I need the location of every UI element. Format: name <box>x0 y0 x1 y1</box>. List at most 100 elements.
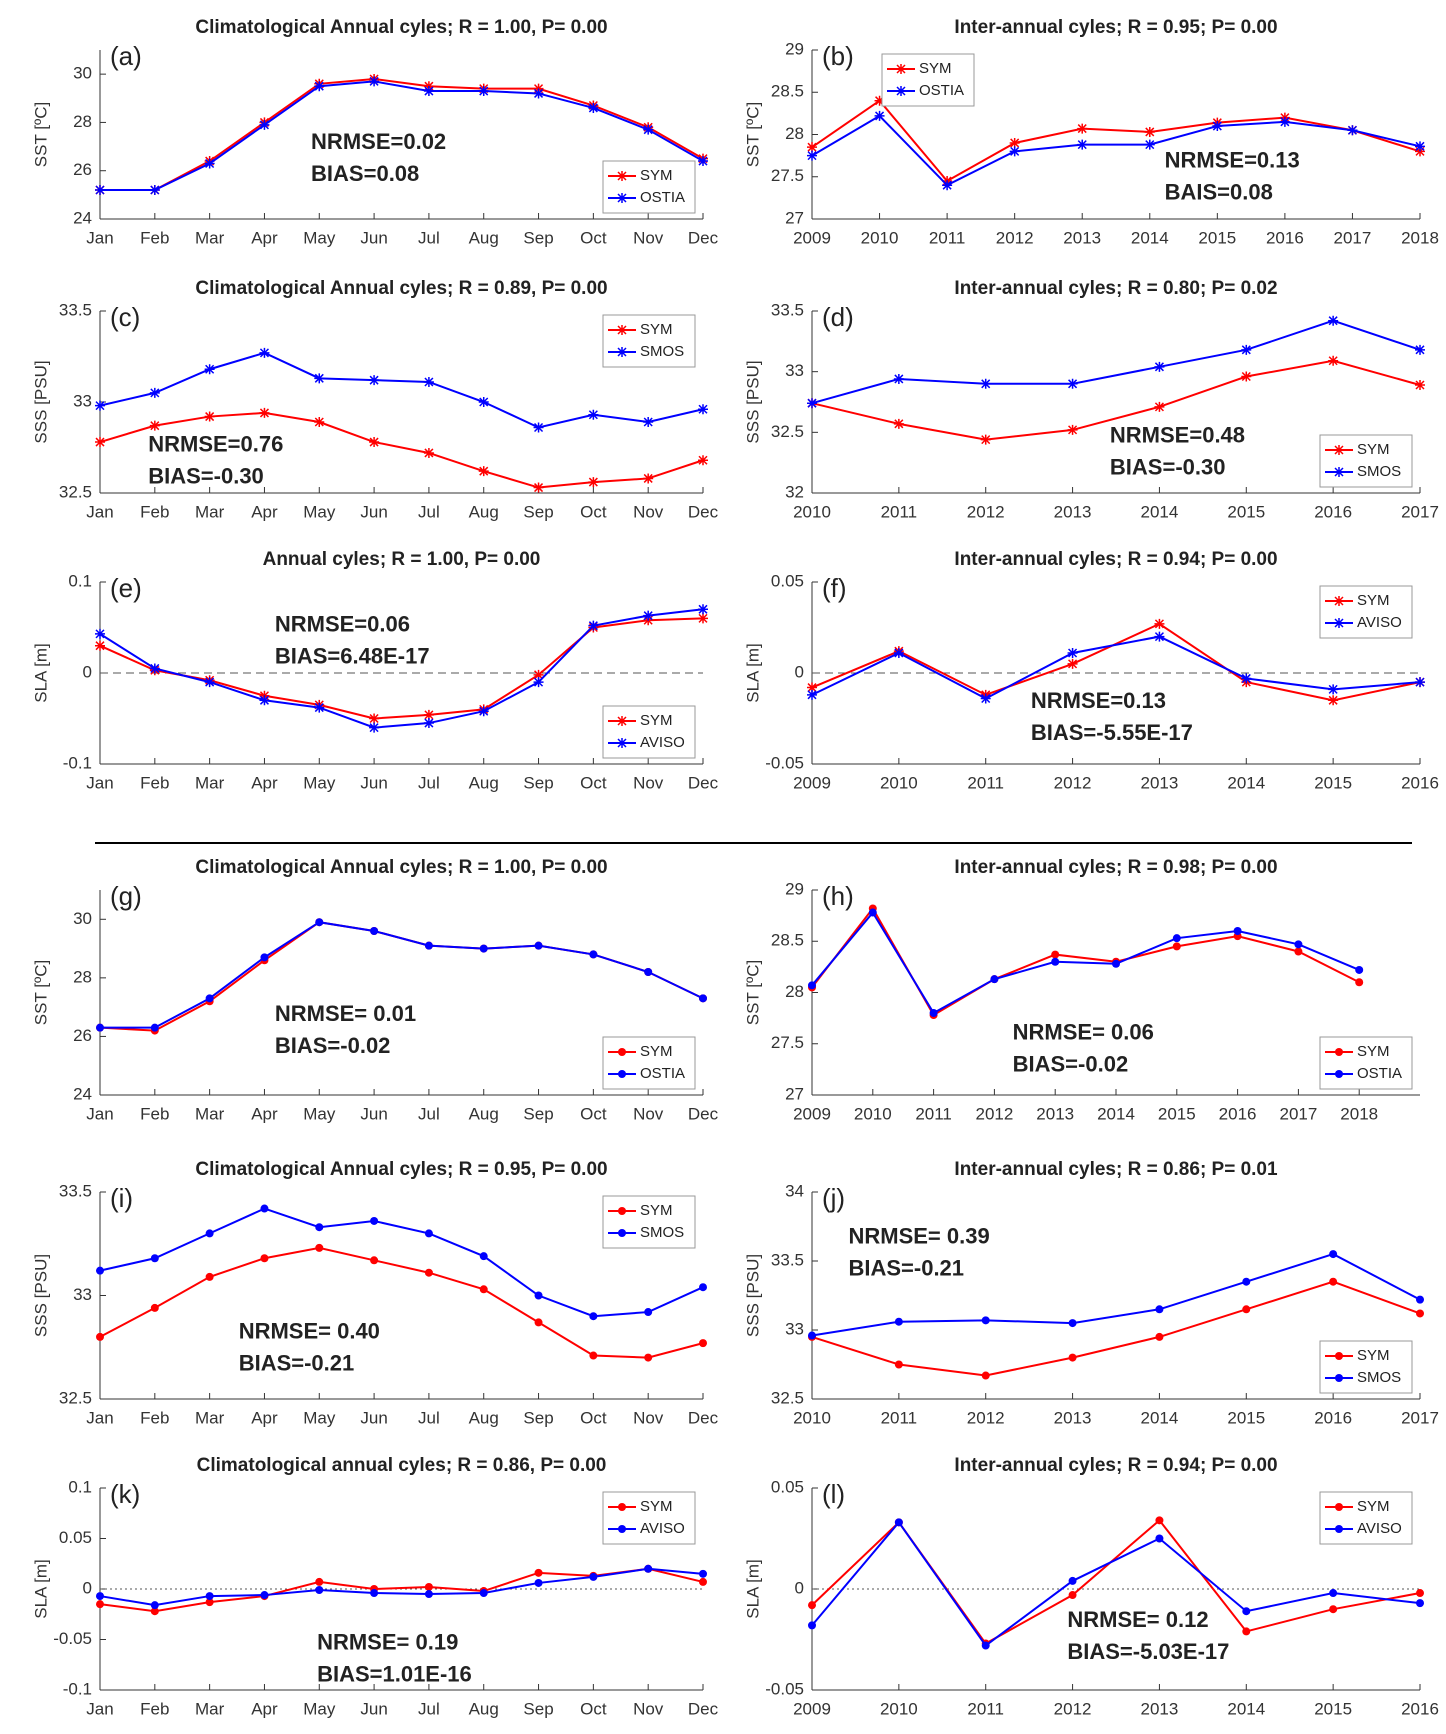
legend-label: SYM <box>1357 592 1390 609</box>
y-tick-label: -0.05 <box>765 753 804 772</box>
y-tick-label: 32 <box>785 482 804 501</box>
x-tick-label: 2011 <box>929 228 966 247</box>
marker <box>1335 1374 1343 1382</box>
x-tick-label: Jun <box>360 1408 387 1427</box>
marker <box>149 663 160 674</box>
marker <box>896 64 906 74</box>
marker <box>423 86 434 97</box>
marker <box>1155 1516 1164 1525</box>
marker <box>588 620 599 631</box>
x-tick-label: 2012 <box>967 502 1005 521</box>
marker <box>150 1601 159 1610</box>
legend-label: SYM <box>640 167 673 184</box>
x-tick-label: 2011 <box>915 1104 952 1123</box>
x-tick-label: Dec <box>688 1699 719 1718</box>
annotation: BIAS=6.48E-17 <box>275 643 430 668</box>
marker <box>698 455 708 466</box>
legend-box <box>602 1195 696 1249</box>
annotation: BIAS=-0.21 <box>848 1255 964 1280</box>
marker <box>618 1207 626 1215</box>
marker <box>808 1621 816 1630</box>
x-tick-label: Mar <box>195 502 225 521</box>
y-tick-label: 33.5 <box>771 300 804 319</box>
y-tick-label: -0.05 <box>53 1629 92 1648</box>
marker <box>644 1308 653 1317</box>
marker <box>618 1048 626 1056</box>
marker <box>1212 121 1223 132</box>
y-tick-label: 32.5 <box>771 422 804 441</box>
annotation: BIAS=-0.02 <box>275 1033 391 1058</box>
marker <box>929 1009 938 1017</box>
x-tick-label: 2016 <box>1219 1104 1257 1123</box>
marker <box>149 185 160 196</box>
annotation: BIAS=-0.30 <box>1110 454 1226 479</box>
marker <box>424 1590 433 1599</box>
x-tick-label: Oct <box>580 1408 607 1427</box>
x-tick-label: Oct <box>580 1699 607 1718</box>
x-tick-label: 2016 <box>1314 502 1352 521</box>
marker <box>1112 959 1120 968</box>
y-tick-label: 28 <box>785 982 804 1001</box>
x-tick-label: Apr <box>251 773 278 792</box>
marker <box>588 102 599 113</box>
legend-label: OSTIA <box>919 82 964 99</box>
y-tick-label: 34 <box>785 1181 804 1200</box>
annotation: BIAS=-0.02 <box>1013 1051 1129 1076</box>
marker <box>479 1285 488 1294</box>
marker <box>478 466 489 477</box>
marker <box>315 1586 324 1595</box>
marker <box>644 1353 653 1362</box>
y-tick-label: 27.5 <box>771 166 804 185</box>
x-tick-label: 2015 <box>1314 773 1352 792</box>
y-tick-label: -0.1 <box>63 753 92 772</box>
panel-label: (d) <box>822 302 854 332</box>
x-tick-label: 2015 <box>1314 1699 1352 1718</box>
legend-label: OSTIA <box>640 189 685 206</box>
marker <box>589 950 598 959</box>
chart-title: Climatological Annual cyles; R = 0.89, P… <box>195 278 607 299</box>
y-axis-label: SST [ºC] <box>31 102 50 167</box>
marker <box>423 718 434 729</box>
y-tick-label: 30 <box>73 909 92 928</box>
marker <box>643 610 654 621</box>
x-tick-label: 2012 <box>1054 1699 1092 1718</box>
marker <box>644 968 653 976</box>
marker <box>423 709 434 720</box>
x-tick-label: 2015 <box>1227 502 1265 521</box>
marker <box>259 119 270 130</box>
panel-label: (e) <box>110 573 142 603</box>
marker <box>533 669 544 680</box>
marker <box>1416 1589 1424 1598</box>
annotation: NRMSE= 0.06 <box>1013 1019 1154 1044</box>
marker <box>1334 445 1344 455</box>
marker <box>96 1332 104 1341</box>
legend-box <box>1319 434 1413 488</box>
marker <box>643 473 654 484</box>
y-tick-label: 27.5 <box>771 1033 804 1052</box>
y-tick-label: 0.05 <box>59 1528 92 1547</box>
x-tick-label: Dec <box>688 773 719 792</box>
x-tick-label: May <box>303 773 336 792</box>
x-tick-label: Sep <box>523 502 553 521</box>
y-axis-label: SST [ºC] <box>743 102 762 167</box>
x-tick-label: Feb <box>140 773 169 792</box>
annotation: BIAS=0.08 <box>311 161 419 186</box>
marker <box>315 1577 324 1586</box>
x-tick-label: 2014 <box>1141 1408 1179 1427</box>
marker <box>1067 658 1078 669</box>
x-tick-label: 2017 <box>1279 1104 1317 1123</box>
annotation: BAIS=0.08 <box>1165 179 1273 204</box>
marker <box>95 400 105 411</box>
marker <box>479 1252 488 1261</box>
marker <box>981 1316 990 1325</box>
y-axis-label: SSS [PSU] <box>31 1254 50 1337</box>
y-axis-label: SST [ºC] <box>743 960 762 1025</box>
x-tick-label: 2009 <box>793 773 831 792</box>
legend-label: SYM <box>640 321 673 338</box>
legend-label: AVISO <box>1357 1520 1402 1537</box>
marker <box>204 677 215 688</box>
annotation: NRMSE=0.76 <box>148 431 283 456</box>
series-line <box>811 635 1421 700</box>
marker <box>1241 344 1252 355</box>
x-tick-label: Jul <box>418 502 440 521</box>
